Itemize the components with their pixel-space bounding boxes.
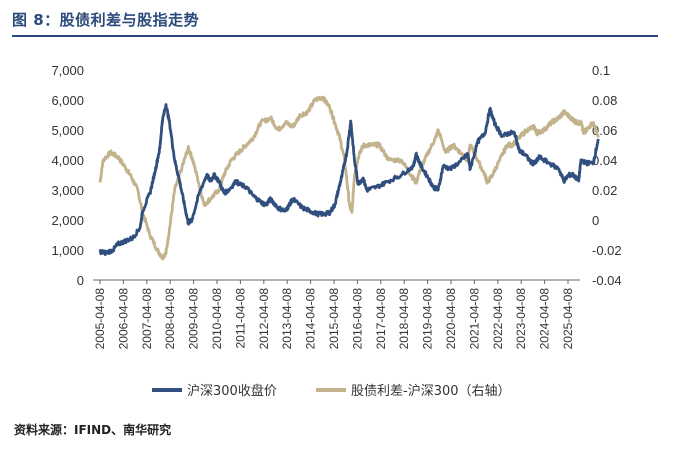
x-tick-label: 2024-04-08	[538, 288, 552, 350]
x-tick-label: 2018-04-08	[397, 288, 411, 350]
x-tick-label: 2009-04-08	[187, 288, 201, 350]
x-axis-ticks: 2005-04-08 2006-04-08 2007-04-08 2008-04-08…	[93, 280, 575, 349]
right-tick-label: -0.04	[592, 273, 622, 288]
left-tick-label: 1,000	[51, 243, 84, 258]
left-tick-label: 0	[77, 273, 84, 288]
x-tick-label: 2010-04-08	[210, 288, 224, 350]
x-tick-label: 2006-04-08	[116, 288, 130, 350]
x-tick-label: 2008-04-08	[163, 288, 177, 350]
series-line-spread	[98, 95, 600, 261]
title-divider	[12, 35, 658, 37]
x-tick-label: 2007-04-08	[140, 288, 154, 350]
right-tick-label: 0	[592, 213, 599, 228]
x-tick-label: 2019-04-08	[421, 288, 435, 350]
legend-label-csi300: 沪深300收盘价	[187, 383, 277, 399]
x-tick-label: 2013-04-08	[280, 288, 294, 350]
x-tick-label: 2025-04-08	[561, 288, 575, 350]
right-tick-label: 0.1	[592, 63, 610, 78]
source-note: 资料来源：IFIND、南华研究	[14, 423, 172, 437]
series-line-csi300	[98, 103, 600, 257]
figure-title: 图 8：股债利差与股指走势	[12, 11, 200, 29]
x-tick-label: 2011-04-08	[233, 288, 247, 349]
x-tick-label: 2021-04-08	[467, 288, 481, 350]
x-tick-label: 2022-04-08	[491, 288, 505, 350]
left-tick-label: 6,000	[51, 93, 84, 108]
x-tick-label: 2016-04-08	[350, 288, 364, 350]
left-tick-label: 3,000	[51, 183, 84, 198]
x-tick-label: 2014-04-08	[304, 288, 318, 350]
series-layer	[98, 95, 600, 261]
right-tick-label: 0.02	[592, 183, 617, 198]
x-tick-label: 2023-04-08	[514, 288, 528, 350]
legend-label-spread: 股债利差-沪深300（右轴）	[351, 383, 511, 399]
left-axis-ticks: 0 1,000 2,000 3,000 4,000 5,000 6,000 7,000	[51, 63, 84, 288]
left-tick-label: 2,000	[51, 213, 84, 228]
x-tick-label: 2012-04-08	[257, 288, 271, 350]
right-tick-label: -0.02	[592, 243, 622, 258]
x-tick-label: 2017-04-08	[374, 288, 388, 350]
left-tick-label: 4,000	[51, 153, 84, 168]
x-tick-label: 2020-04-08	[444, 288, 458, 350]
left-tick-label: 7,000	[51, 63, 84, 78]
x-tick-label: 2005-04-08	[93, 288, 107, 350]
x-tick-label: 2015-04-08	[327, 288, 341, 350]
right-tick-label: 0.08	[592, 93, 617, 108]
left-tick-label: 5,000	[51, 123, 84, 138]
right-tick-label: 0.04	[592, 153, 617, 168]
